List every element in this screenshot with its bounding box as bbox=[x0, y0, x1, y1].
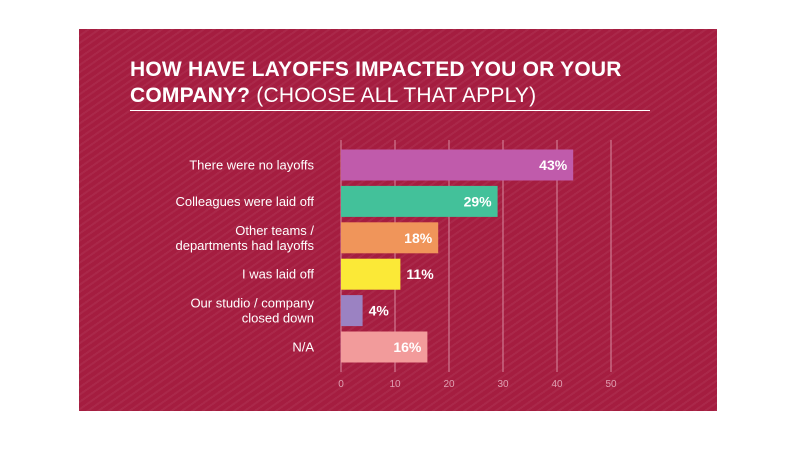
title-underline bbox=[130, 110, 650, 111]
x-tick-label-30: 30 bbox=[497, 379, 509, 390]
chart-title-subtitle: (CHOOSE ALL THAT APPLY) bbox=[256, 84, 537, 107]
category-label-2: Other teams / departments had layoffs bbox=[175, 223, 314, 253]
bar-3 bbox=[341, 258, 401, 290]
bar-1 bbox=[341, 185, 498, 217]
value-label-4: 4% bbox=[369, 303, 390, 319]
value-label-5: 16% bbox=[393, 339, 422, 355]
chart-title-main: HOW HAVE LAYOFFS IMPACTED YOU OR YOUR CO… bbox=[130, 58, 622, 107]
category-label-0: There were no layoffs bbox=[189, 158, 314, 173]
x-tick-label-0: 0 bbox=[338, 379, 344, 390]
chart-title: HOW HAVE LAYOFFS IMPACTED YOU OR YOUR CO… bbox=[130, 57, 690, 109]
value-label-3: 11% bbox=[406, 266, 434, 282]
category-label-3: I was laid off bbox=[242, 267, 314, 282]
value-label-0: 43% bbox=[539, 157, 568, 173]
x-tick-label-10: 10 bbox=[389, 379, 401, 390]
category-label-4: Our studio / company closed down bbox=[190, 296, 314, 326]
category-label-5: N/A bbox=[292, 340, 314, 355]
bar-2 bbox=[341, 222, 439, 254]
bar-4 bbox=[341, 295, 363, 327]
category-label-1: Colleagues were laid off bbox=[175, 194, 314, 209]
x-tick-label-20: 20 bbox=[443, 379, 455, 390]
bar-5 bbox=[341, 331, 428, 363]
value-label-2: 18% bbox=[404, 230, 433, 246]
bar-0 bbox=[341, 149, 574, 181]
x-tick-label-50: 50 bbox=[605, 379, 617, 390]
x-tick-label-40: 40 bbox=[551, 379, 563, 390]
value-label-1: 29% bbox=[464, 193, 493, 209]
